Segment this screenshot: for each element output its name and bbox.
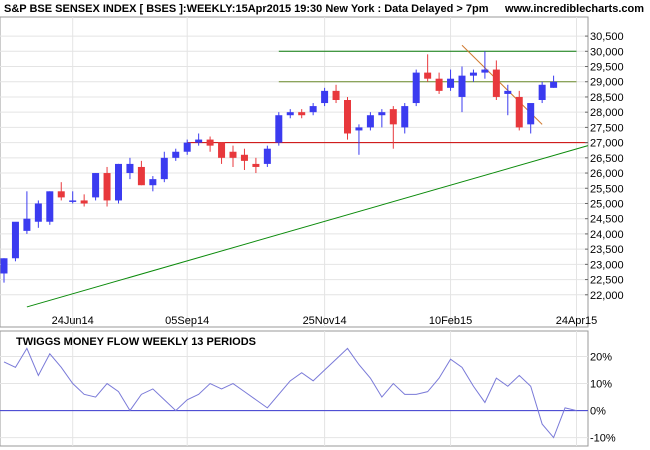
candle-up bbox=[172, 151, 180, 158]
date-tick-label: 10Feb15 bbox=[429, 315, 472, 327]
candle-up bbox=[11, 221, 19, 259]
price-tick-label: 26,000 bbox=[590, 168, 624, 180]
trendline-line bbox=[26, 145, 589, 308]
candle-up bbox=[23, 218, 31, 231]
candle-down bbox=[218, 142, 226, 158]
candle-up bbox=[0, 258, 8, 274]
candle-up bbox=[183, 142, 191, 152]
candle-up bbox=[538, 84, 546, 100]
price-panel-border bbox=[0, 16, 589, 328]
candle-up bbox=[69, 200, 77, 202]
candle-up bbox=[149, 179, 157, 186]
price-tick-label: 25,500 bbox=[590, 183, 624, 195]
annotation-lines bbox=[26, 44, 589, 308]
candle-up bbox=[115, 163, 122, 201]
candle-down bbox=[435, 78, 443, 91]
candle-up bbox=[275, 115, 283, 143]
price-tick-label: 29,000 bbox=[590, 77, 624, 89]
candle-down bbox=[344, 100, 351, 134]
candle-up bbox=[355, 127, 363, 131]
candle-up bbox=[378, 112, 386, 116]
candle-up bbox=[286, 112, 294, 116]
candle-down bbox=[424, 72, 432, 79]
money-flow-line bbox=[3, 347, 577, 439]
candle-up bbox=[366, 115, 374, 128]
candle-up bbox=[34, 203, 42, 222]
price-tick-label: 30,000 bbox=[590, 46, 624, 58]
money-flow-series bbox=[3, 347, 577, 439]
candle-down bbox=[80, 200, 88, 204]
candle-up bbox=[527, 103, 535, 125]
price-tick-label: 24,000 bbox=[590, 229, 624, 241]
candle-up bbox=[447, 78, 455, 88]
money-flow-grid bbox=[0, 356, 588, 439]
price-tick-label: 25,000 bbox=[590, 198, 624, 210]
candle-up bbox=[481, 69, 489, 73]
candle-up bbox=[321, 90, 329, 104]
price-tick-label: 27,500 bbox=[590, 122, 624, 134]
candle-up bbox=[92, 173, 100, 198]
candle-down bbox=[298, 112, 306, 116]
candle-up bbox=[309, 106, 317, 113]
candle-down bbox=[229, 151, 237, 158]
candle-down bbox=[240, 154, 248, 161]
candle-down bbox=[137, 166, 145, 186]
candle-up bbox=[550, 81, 558, 88]
price-y-axis: 22,000 22,500 23,000 23,500 24,000 24,500 25,0… bbox=[585, 31, 624, 302]
date-tick-label: 25Nov14 bbox=[303, 315, 347, 327]
candle-down bbox=[389, 109, 397, 125]
mf-tick-label: 20% bbox=[590, 352, 612, 364]
price-tick-label: 28,000 bbox=[590, 107, 624, 119]
price-tick-label: 30,500 bbox=[590, 31, 624, 43]
mf-tick-label: 10% bbox=[590, 379, 612, 391]
price-tick-label: 23,500 bbox=[590, 244, 624, 256]
candle-down bbox=[103, 173, 111, 201]
indicator-title: TWIGGS MONEY FLOW WEEKLY 13 PERIODS bbox=[16, 336, 256, 348]
candle-down bbox=[252, 163, 260, 167]
candle-up bbox=[401, 106, 409, 128]
chart-title: S&P BSE SENSEX INDEX [ BSES ]:WEEKLY:15A… bbox=[4, 3, 489, 15]
candle-down bbox=[515, 96, 523, 128]
price-tick-label: 22,500 bbox=[590, 275, 624, 287]
candle-down bbox=[332, 90, 340, 100]
site-link[interactable]: www.incrediblecharts.com bbox=[505, 3, 644, 15]
candle-up bbox=[504, 90, 512, 94]
candle-up bbox=[263, 148, 271, 164]
candle-up bbox=[469, 72, 477, 76]
price-tick-label: 28,500 bbox=[590, 92, 624, 104]
mf-tick-label: -10% bbox=[590, 433, 616, 445]
date-tick-label: 05Sep14 bbox=[165, 315, 209, 327]
candle-up bbox=[195, 139, 203, 143]
candle-up bbox=[458, 75, 466, 97]
indicator-panel-border bbox=[0, 330, 589, 447]
price-tick-label: 23,000 bbox=[590, 259, 624, 271]
candle-up bbox=[46, 191, 54, 222]
date-x-axis: 24Jun14 05Sep14 25Nov14 10Feb15 24Apr15 bbox=[52, 315, 598, 327]
mf-tick-label: 0% bbox=[590, 406, 606, 418]
price-tick-label: 26,500 bbox=[590, 153, 624, 165]
candle-down bbox=[492, 69, 500, 97]
money-flow-y-axis: 20% 10% 0% -10% bbox=[590, 352, 616, 445]
date-tick-label: 24Apr15 bbox=[556, 315, 598, 327]
candle-down bbox=[206, 139, 214, 146]
price-tick-label: 22,000 bbox=[590, 290, 624, 302]
candlesticks bbox=[0, 51, 558, 283]
candle-down bbox=[57, 191, 65, 198]
candle-up bbox=[126, 163, 134, 174]
price-tick-label: 29,500 bbox=[590, 62, 624, 74]
candle-up bbox=[412, 72, 420, 104]
date-tick-label: 24Jun14 bbox=[52, 315, 94, 327]
price-tick-label: 24,500 bbox=[590, 214, 624, 226]
price-tick-label: 27,000 bbox=[590, 138, 624, 150]
candle-up bbox=[160, 157, 168, 180]
